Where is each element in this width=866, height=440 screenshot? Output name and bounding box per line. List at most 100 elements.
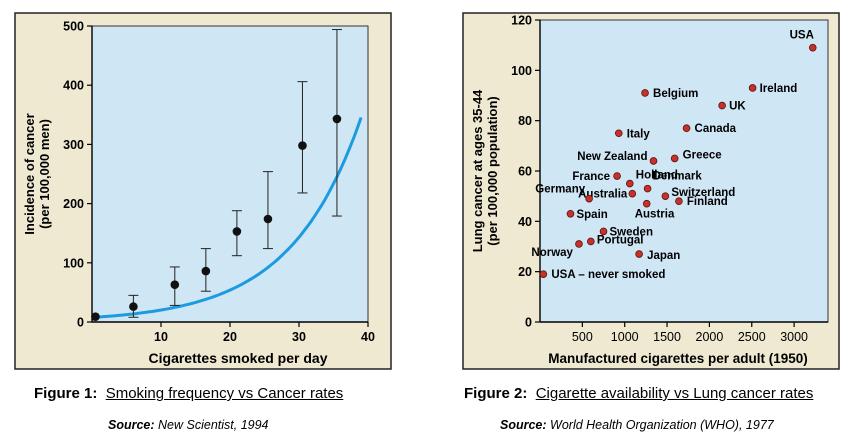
y-axis-label-line-1: Incidence of cancer	[22, 113, 37, 234]
x-tick-label: 2500	[738, 330, 766, 344]
figure-1-caption: Figure 1: Smoking frequency vs Cancer ra…	[34, 385, 343, 402]
data-point	[643, 184, 652, 193]
y-tick-label: 20	[518, 265, 532, 279]
data-point	[670, 154, 679, 163]
x-tick-label: 3000	[780, 330, 808, 344]
point-label: Finland	[687, 196, 728, 208]
data-point	[675, 197, 683, 206]
y-axis-label: Lung cancer at ages 35-44(per 100,000 po…	[470, 89, 500, 252]
point-label: Holland	[636, 170, 678, 182]
y-tick-label: 120	[511, 14, 532, 28]
plot-area	[91, 25, 369, 323]
data-point	[129, 302, 138, 311]
y-tick-label: 400	[63, 79, 84, 93]
chart-1: 0 100 200 300 400 500 10 20 30 40 Cigarettes smoke…	[14, 12, 392, 370]
x-tick-label: 30	[292, 330, 306, 344]
point-label: Japan	[647, 250, 680, 262]
figure-2-panel: 0 20 40 60 80 100 120 500 1000 1500 2000 2500 3000 Ma…	[462, 12, 840, 370]
point-label: Portugal	[597, 234, 644, 246]
data-point	[661, 192, 670, 200]
chart-2: 0 20 40 60 80 100 120 500 1000 1500 2000 2500 3000 Ma…	[462, 12, 840, 370]
data-point	[332, 114, 342, 124]
data-point	[748, 84, 757, 92]
data-point	[649, 157, 658, 165]
point-label: France	[572, 171, 610, 183]
figure-2-caption: Figure 2: Cigarette availability vs Lung…	[464, 385, 813, 402]
point-label: Germany	[535, 184, 585, 196]
point-label: Sweden	[610, 226, 653, 238]
point-label: Greece	[683, 149, 722, 161]
y-tick-label: 300	[63, 138, 84, 152]
data-point	[585, 194, 593, 203]
y-axis-label-line-1: Lung cancer at ages 35-44	[470, 89, 485, 252]
x-axis-label: Cigarettes smoked per day	[149, 350, 328, 366]
data-point	[614, 129, 623, 138]
data-point	[575, 240, 583, 248]
point-label: USA	[790, 30, 814, 42]
data-point	[808, 43, 817, 52]
x-tick-label: 2000	[696, 330, 724, 344]
x-tick-label: 10	[154, 330, 168, 344]
figure-1-source-text: New Scientist, 1994	[158, 418, 269, 432]
figure-1-caption-label: Figure 1:	[34, 385, 98, 402]
data-point	[599, 227, 608, 236]
y-tick-label: 0	[77, 316, 84, 330]
y-tick-label: 40	[518, 215, 532, 229]
data-point	[628, 189, 637, 198]
y-axis-label-line-2: (per 100,000 men)	[37, 119, 52, 229]
y-tick-label: 200	[63, 197, 84, 211]
figure-1-panel: 0 100 200 300 400 500 10 20 30 40 Cigarettes smoke…	[14, 12, 392, 370]
data-point	[539, 270, 548, 278]
data-point	[613, 172, 621, 180]
figure-2-caption-text: Cigarette availability vs Lung cancer ra…	[535, 385, 814, 402]
point-label: Denmark	[653, 171, 703, 183]
point-label: Ireland	[760, 83, 798, 95]
data-point	[91, 312, 100, 321]
data-point	[641, 89, 649, 97]
data-point	[566, 209, 575, 218]
y-tick-label: 100	[63, 256, 84, 270]
data-point	[718, 101, 726, 110]
point-label: Italy	[627, 128, 651, 140]
y-axis-label: Incidence of cancer(per 100,000 men)	[22, 113, 52, 234]
point-label: Norway	[531, 247, 573, 259]
point-label: Belgium	[653, 88, 698, 100]
figure-2-source-label: Source:	[500, 418, 547, 432]
figure-2-source: Source: World Health Organization (WHO),…	[500, 418, 774, 432]
data-point	[232, 227, 242, 236]
x-tick-label: 40	[361, 330, 375, 344]
y-tick-label: 500	[63, 20, 84, 34]
point-label: New Zealand	[577, 151, 647, 163]
point-label: Switzerland	[671, 187, 735, 199]
point-label: Austria	[635, 209, 675, 221]
y-tick-label: 60	[518, 165, 532, 179]
x-tick-label: 500	[572, 330, 593, 344]
data-point	[625, 179, 634, 188]
y-axis-label-line-2: (per 100,000 population)	[485, 96, 500, 246]
data-point	[263, 214, 273, 224]
figure-1-source: Source: New Scientist, 1994	[108, 418, 269, 432]
data-point	[682, 124, 691, 133]
data-point	[587, 237, 595, 246]
data-point	[635, 250, 643, 258]
point-label: UK	[729, 101, 746, 113]
point-label: USA – never smoked	[551, 269, 665, 281]
point-label: Spain	[576, 209, 607, 221]
x-tick-label: 20	[223, 330, 237, 344]
data-point	[642, 199, 651, 208]
point-label: Canada	[695, 123, 737, 135]
x-tick-label: 1000	[611, 330, 639, 344]
figure-1-caption-text: Smoking frequency vs Cancer rates	[105, 385, 344, 402]
data-point	[201, 266, 211, 276]
data-point	[170, 280, 180, 290]
y-tick-label: 100	[511, 64, 532, 78]
x-tick-label: 1500	[653, 330, 681, 344]
x-axis-label: Manufactured cigarettes per adult (1950)	[548, 351, 808, 366]
figure-1-source-label: Source:	[108, 418, 155, 432]
y-tick-label: 0	[525, 316, 532, 330]
figure-2-caption-label: Figure 2:	[464, 385, 528, 402]
figure-2-source-text: World Health Organization (WHO), 1977	[550, 418, 774, 432]
trend-curve	[95, 117, 363, 319]
data-point	[298, 141, 307, 150]
y-tick-label: 80	[518, 114, 532, 128]
